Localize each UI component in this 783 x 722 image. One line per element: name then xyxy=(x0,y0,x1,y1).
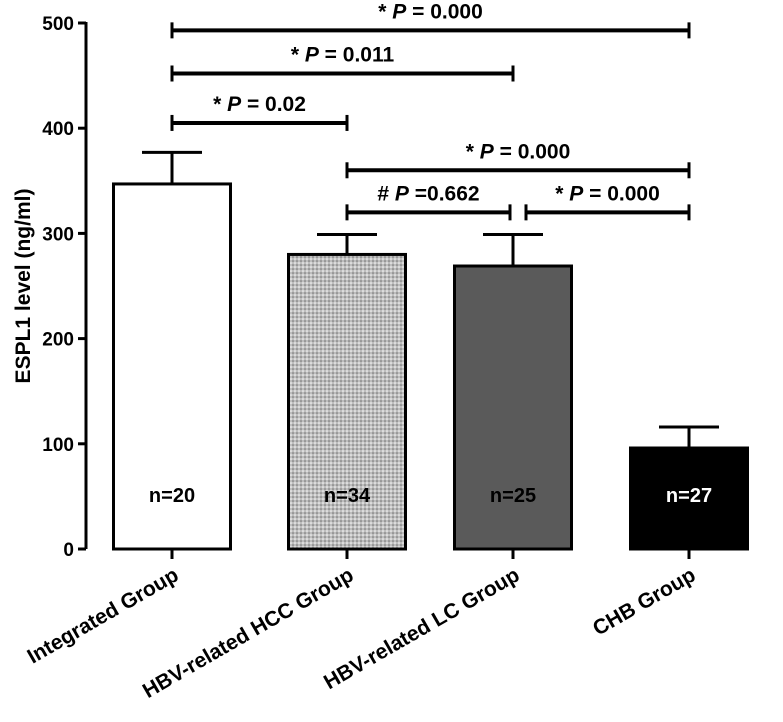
y-tick-label: 200 xyxy=(42,330,74,351)
n-label: n=27 xyxy=(666,485,712,507)
x-tick-label: Integrated Group xyxy=(23,563,182,668)
y-tick-label: 0 xyxy=(63,540,74,561)
significance-label: * P = 0.000 xyxy=(555,182,660,205)
significance-label: * P = 0.000 xyxy=(466,140,571,163)
bar xyxy=(287,252,407,551)
y-tick-label: 100 xyxy=(42,435,74,456)
bar xyxy=(112,182,232,551)
significance-label: # P =0.662 xyxy=(377,182,479,205)
n-label: n=20 xyxy=(149,485,195,507)
bar xyxy=(453,264,573,551)
x-tick-label: CHB Group xyxy=(589,563,700,640)
bar xyxy=(629,446,749,551)
significance-label: * P = 0.011 xyxy=(291,43,395,66)
y-tick-label: 500 xyxy=(42,14,74,35)
significance-label: * P = 0.000 xyxy=(378,0,483,23)
y-tick-label: 400 xyxy=(42,119,74,140)
significance-label: * P = 0.02 xyxy=(213,93,306,116)
n-label: n=34 xyxy=(324,485,371,507)
y-axis-label: ESPL1 level (ng/ml) xyxy=(12,189,35,384)
y-tick-label: 300 xyxy=(42,224,74,245)
n-label: n=25 xyxy=(490,485,536,507)
